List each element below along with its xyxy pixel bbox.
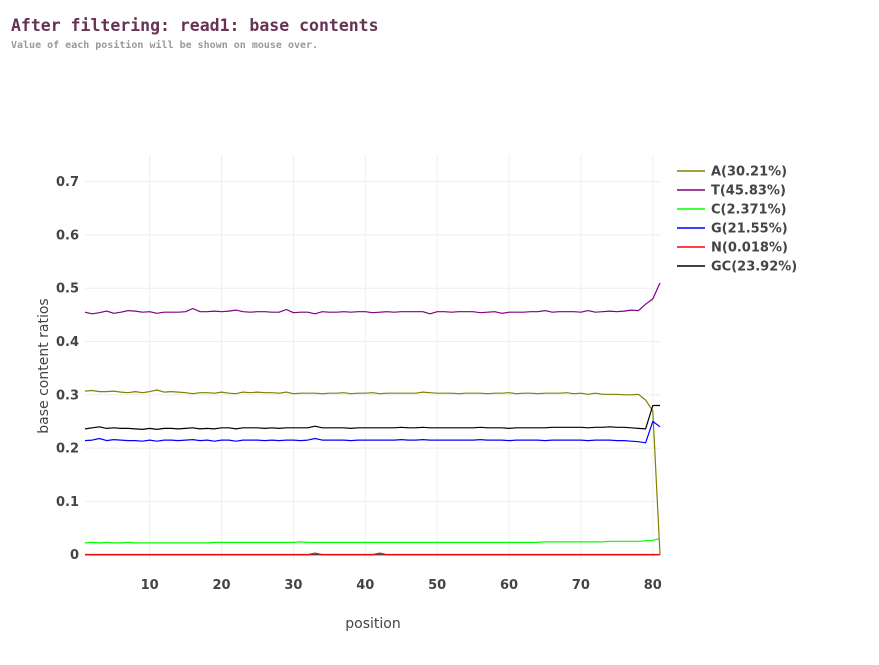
legend-label-gc: GC(23.92%) [711, 260, 797, 275]
y-tick-label: 0 [70, 548, 79, 563]
x-tick-label: 40 [356, 578, 374, 593]
y-axis-title: base content ratios [36, 298, 52, 433]
y-tick-label: 0.4 [56, 335, 79, 350]
x-tick-label: 20 [213, 578, 231, 593]
x-axis-title: position [345, 616, 400, 632]
legend-label-c: C(2.371%) [711, 203, 787, 218]
x-tick-label: 30 [284, 578, 302, 593]
series-line-t[interactable] [84, 282, 661, 315]
series-line-gc[interactable] [84, 404, 660, 430]
y-tick-label: 0.6 [56, 228, 79, 243]
legend-label-a: A(30.21%) [711, 165, 787, 180]
x-tick-label: 60 [500, 578, 518, 593]
y-tick-label: 0.7 [56, 175, 79, 190]
page-title: After filtering: read1: base contents [11, 16, 379, 35]
y-tick-label: 0.5 [56, 282, 79, 297]
grid [85, 155, 660, 560]
y-tick-label: 0.1 [56, 495, 79, 510]
y-tick-labels: 0 0.1 0.2 0.3 0.4 0.5 0.6 0.7 [56, 175, 79, 563]
series-line-a[interactable] [84, 389, 661, 555]
legend-label-g: G(21.55%) [711, 222, 788, 237]
series-line-n[interactable] [85, 552, 660, 556]
y-tick-label: 0.3 [56, 388, 79, 403]
legend-label-t: T(45.83%) [711, 184, 786, 199]
page-subtitle: Value of each position will be shown on … [11, 40, 319, 51]
x-tick-label: 10 [141, 578, 159, 593]
series-lines[interactable] [84, 282, 661, 556]
x-tick-label: 80 [644, 578, 662, 593]
x-tick-label: 50 [428, 578, 446, 593]
legend: A(30.21%) T(45.83%) C(2.371%) G(21.55%) N(0.… [677, 165, 797, 275]
x-tick-label: 70 [572, 578, 590, 593]
x-tick-labels: 10 20 30 40 50 60 70 80 [141, 578, 662, 593]
series-line-c[interactable] [84, 538, 661, 544]
y-tick-label: 0.2 [56, 442, 79, 457]
legend-label-n: N(0.018%) [711, 241, 788, 256]
series-line-g[interactable] [84, 420, 661, 444]
